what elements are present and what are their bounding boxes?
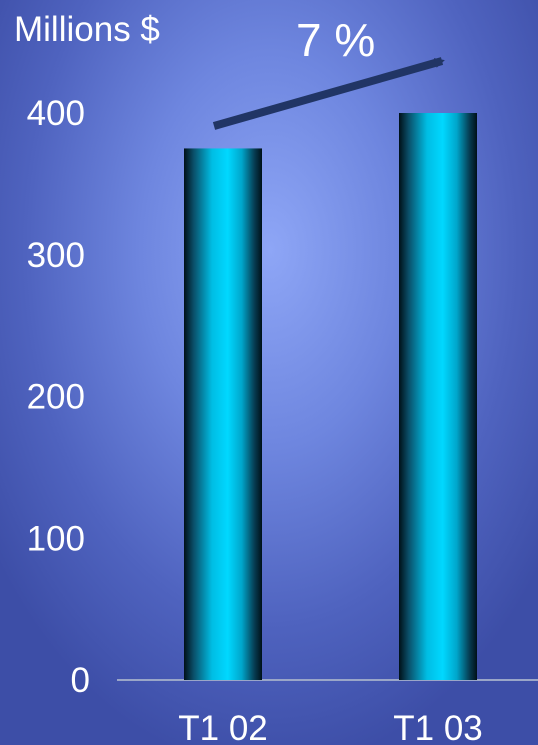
growth-annotation-label: 7 % — [296, 14, 376, 66]
bar-t1-02 — [184, 148, 262, 680]
y-tick-label: 0 — [71, 661, 90, 700]
y-tick-label: 400 — [27, 94, 85, 133]
y-tick-label: 300 — [27, 236, 85, 275]
bar-t1-03 — [399, 113, 477, 680]
x-category-label: T1 02 — [178, 709, 268, 745]
y-tick-label: 200 — [27, 378, 85, 417]
growth-arrow — [212, 57, 445, 130]
x-category-label: T1 03 — [393, 709, 483, 745]
y-axis-title: Millions $ — [14, 10, 160, 49]
y-tick-label: 100 — [27, 519, 85, 558]
